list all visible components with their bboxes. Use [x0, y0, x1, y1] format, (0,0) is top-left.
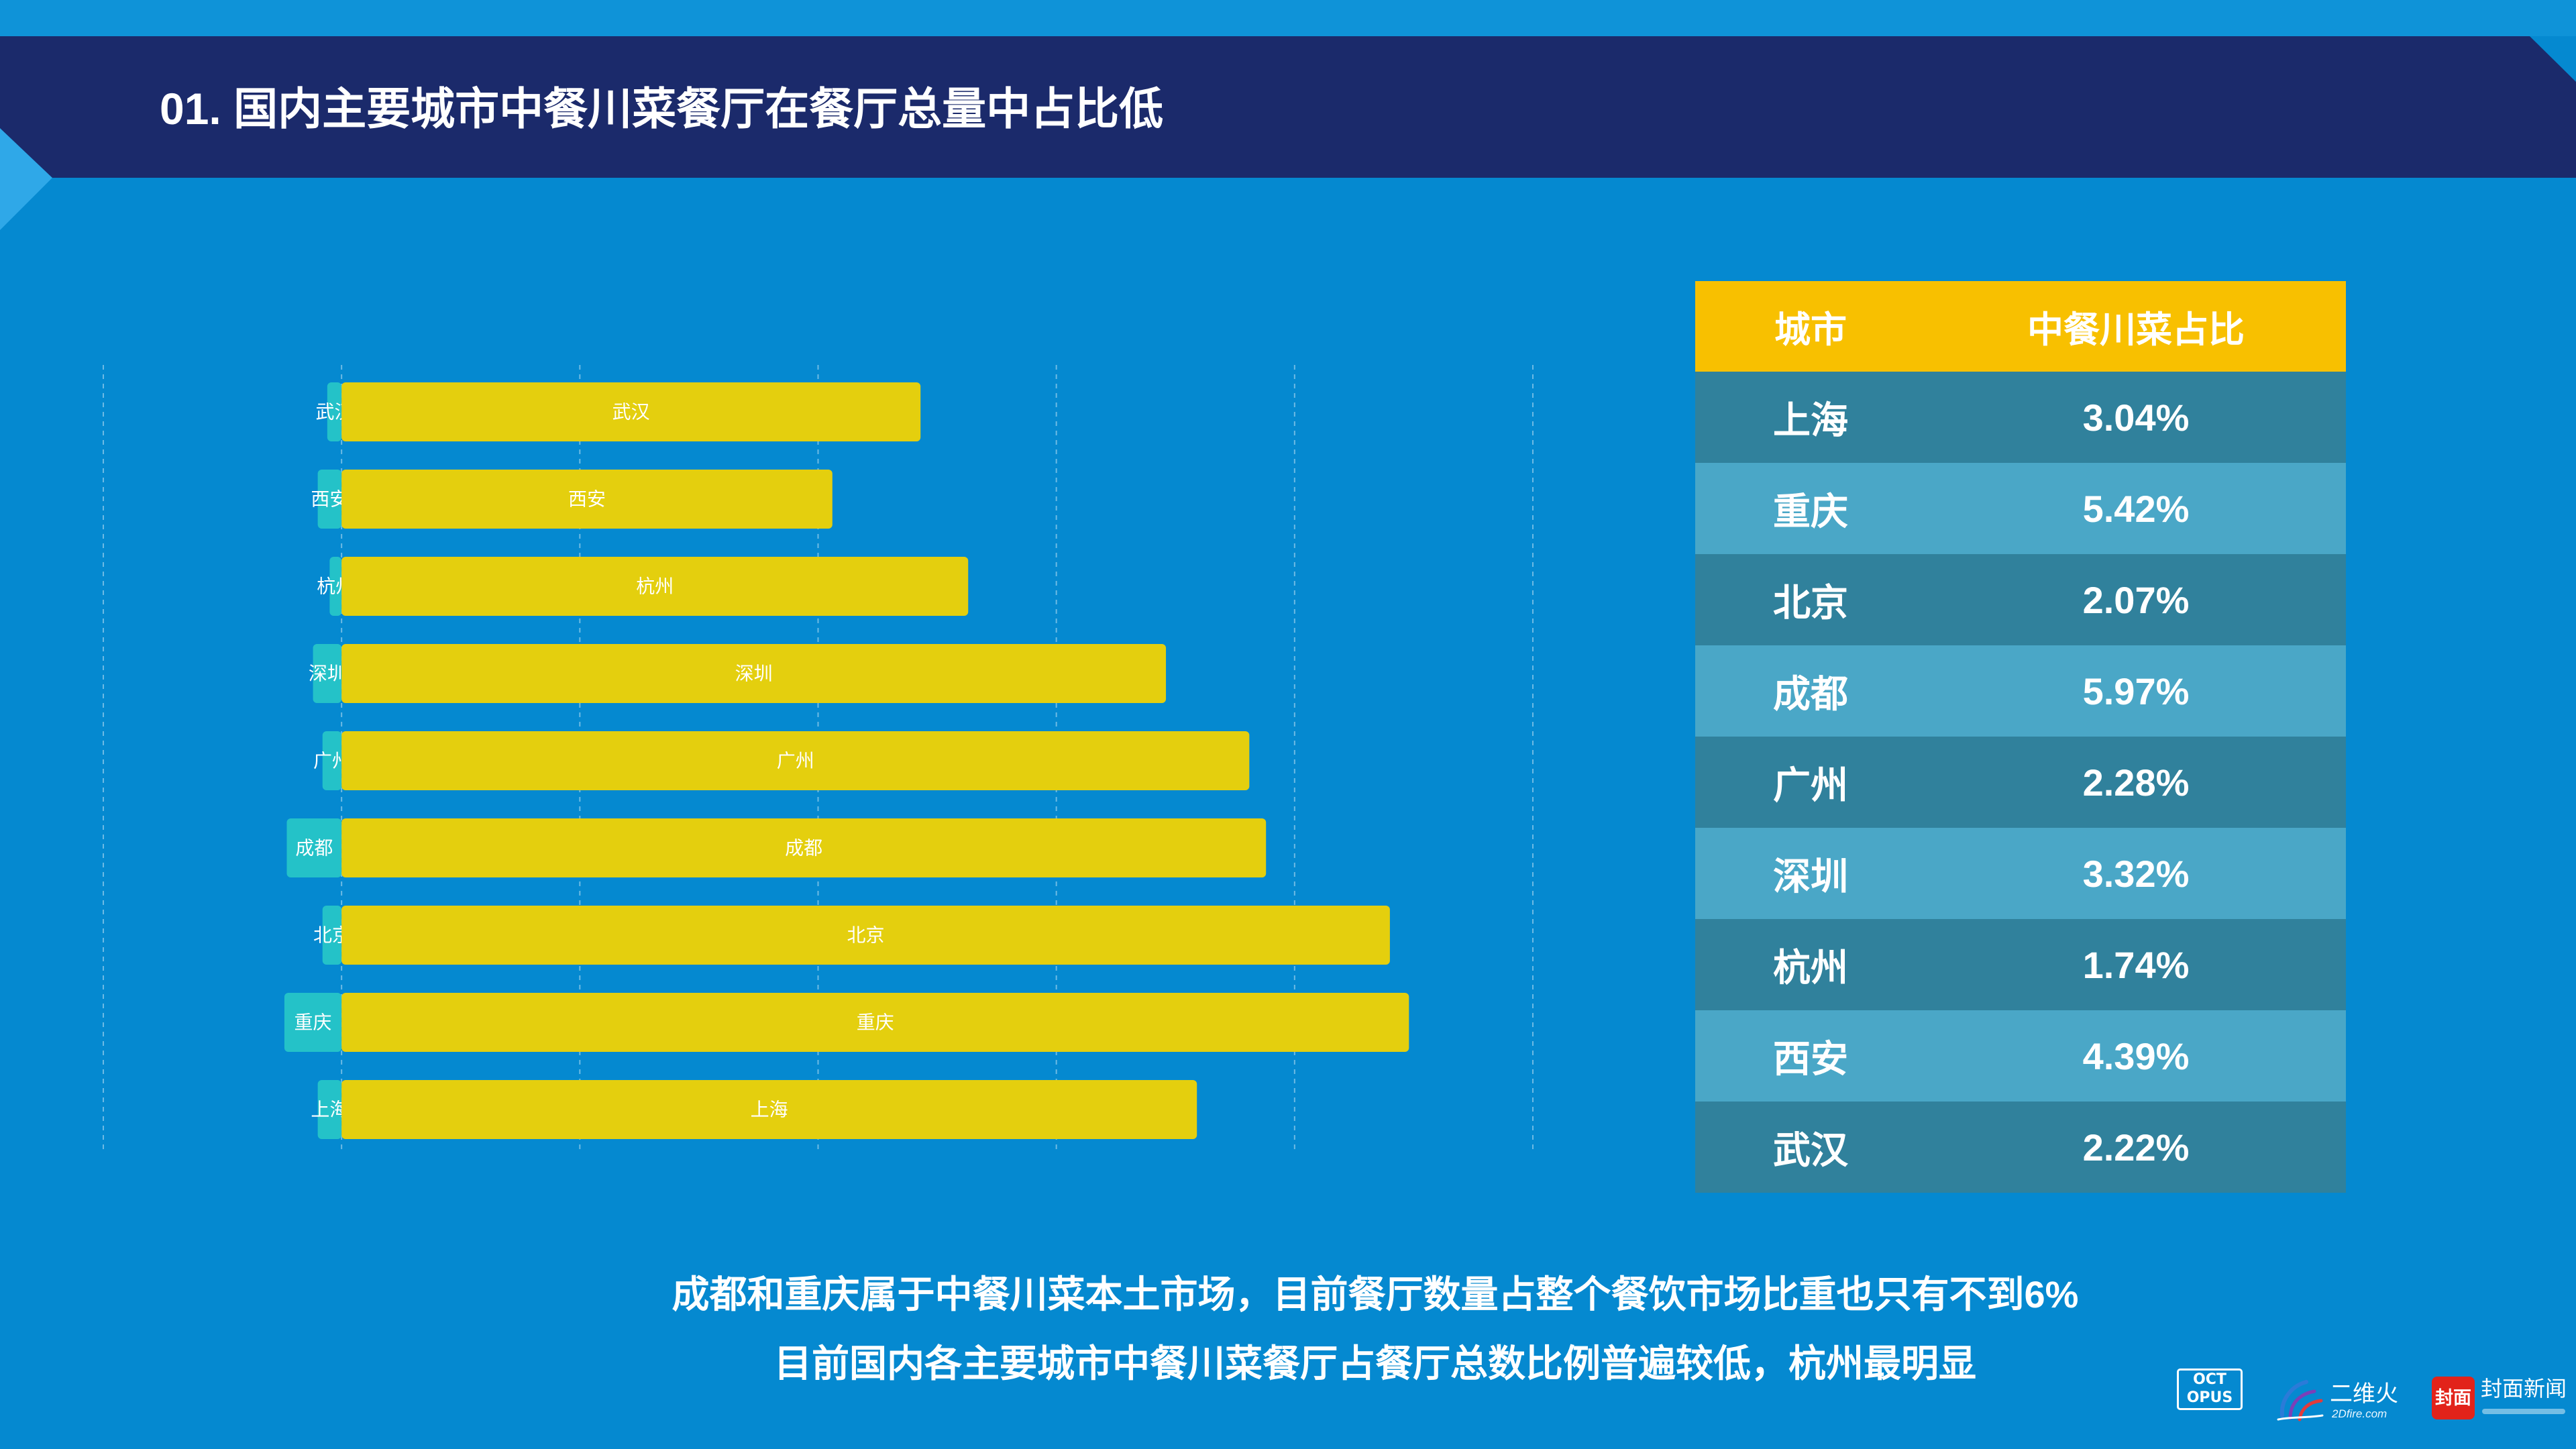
bar-right-segment: [341, 470, 833, 529]
city-cell: 北京: [1773, 581, 1848, 624]
bar-left-segment: [322, 906, 342, 965]
share-cell: 3.32%: [2082, 852, 2190, 895]
oct-logo-top: OCT: [2193, 1371, 2226, 1388]
share-cell: 5.97%: [2082, 669, 2190, 712]
bar-label: 上海: [751, 1099, 788, 1120]
city-cell: 深圳: [1773, 855, 1848, 898]
bar-label: 重庆: [294, 1012, 332, 1033]
table-row: 重庆 5.42%: [1695, 463, 2346, 554]
table-row: 杭州 1.74%: [1695, 919, 2346, 1010]
bar-left-segment: [317, 470, 342, 529]
fengmian-logo-icon: 封面: [2432, 1377, 2475, 1419]
table-row: 西安 4.39%: [1695, 1010, 2346, 1102]
erweihuo-logo-icon: [2277, 1380, 2324, 1421]
table-row: 北京 2.07%: [1695, 554, 2346, 645]
oct-opus-logo: OCT OPUS: [2177, 1368, 2243, 1410]
bar-left-segment: [313, 644, 342, 703]
bar-right-segment: [341, 644, 1167, 703]
header-share: 中餐川菜占比: [2027, 310, 2245, 350]
table-row: 广州 2.28%: [1695, 737, 2346, 828]
header-city: 城市: [1774, 310, 1847, 350]
city-cell: 西安: [1773, 1037, 1848, 1080]
swirl-white: [2277, 1414, 2324, 1421]
bar-right-segment: [341, 382, 921, 441]
swirl-blue: [2279, 1380, 2308, 1417]
erweihuo-logo-url: 2Dfire.com: [2332, 1407, 2387, 1420]
bar-left-segment: [286, 818, 342, 877]
top-strip: [0, 0, 2576, 36]
share-cell: 4.39%: [2082, 1034, 2190, 1077]
city-cell: 武汉: [1773, 1128, 1848, 1171]
share-cell: 1.74%: [2082, 943, 2190, 986]
table-row: 成都 5.97%: [1695, 645, 2346, 737]
page-title: 01. 国内主要城市中餐川菜餐厅在餐厅总量中占比低: [160, 84, 1164, 133]
table-header-row: 城市 中餐川菜占比: [1695, 281, 2346, 372]
bar-label: 广州: [777, 751, 814, 771]
city-cell: 杭州: [1773, 946, 1848, 989]
bar-label: 武汉: [612, 402, 650, 423]
share-cell: 3.04%: [2082, 396, 2190, 439]
bar-right-segment: [341, 1080, 1197, 1139]
share-cell: 2.28%: [2082, 761, 2190, 804]
caption-line-2: 目前国内各主要城市中餐川菜餐厅占餐厅总数比例普遍较低，杭州最明显: [774, 1342, 1976, 1385]
bar-label: 西安: [568, 489, 606, 510]
bar-right-segment: [341, 731, 1250, 790]
bar-label: 北京: [847, 925, 885, 946]
fengmian-tagline-mark: [2482, 1409, 2565, 1414]
erweihuo-logo-name: 二维火: [2330, 1381, 2398, 1407]
oct-logo-bottom: OPUS: [2186, 1389, 2233, 1406]
bar-left-segment: [284, 993, 342, 1052]
share-cell: 2.22%: [2082, 1126, 2190, 1169]
share-cell: 5.42%: [2082, 487, 2190, 530]
share-table: 城市 中餐川菜占比 上海 3.04% 重庆 5.42% 北京 2.07% 成都 …: [1695, 281, 2346, 1193]
banner-band: [0, 36, 2576, 178]
city-cell: 成都: [1773, 672, 1848, 715]
bar-right-segment: [341, 906, 1390, 965]
bar-label: 成都: [785, 838, 822, 859]
table-row: 武汉 2.22%: [1695, 1102, 2346, 1193]
fengmian-logo-name: 封面新闻: [2481, 1377, 2567, 1401]
bar-right-segment: [341, 993, 1409, 1052]
swirl-purple: [2288, 1389, 2316, 1420]
bar-right-segment: [341, 818, 1267, 877]
bar-left-segment: [317, 1080, 342, 1139]
bar-label: 杭州: [636, 576, 674, 597]
city-cell: 广州: [1773, 763, 1848, 806]
city-cell: 重庆: [1773, 490, 1848, 533]
share-cell: 2.07%: [2082, 578, 2190, 621]
bar-left-segment: [329, 557, 342, 616]
caption-line-1: 成都和重庆属于中餐川菜本土市场，目前餐厅数量占整个餐饮市场比重也只有不到6%: [672, 1273, 2079, 1316]
bar-label: 成都: [295, 838, 333, 859]
bar-left-segment: [327, 382, 342, 441]
table-row: 深圳 3.32%: [1695, 828, 2346, 919]
banner-accent: [0, 128, 52, 230]
bar-label: 重庆: [857, 1012, 894, 1033]
bar-label: 深圳: [309, 663, 346, 684]
bar-left-segment: [322, 731, 342, 790]
bar-label: 深圳: [735, 663, 773, 684]
bar-right-segment: [341, 557, 969, 616]
table-row: 上海 3.04%: [1695, 372, 2346, 463]
header-banner: [0, 0, 2576, 230]
city-cell: 上海: [1773, 398, 1848, 441]
